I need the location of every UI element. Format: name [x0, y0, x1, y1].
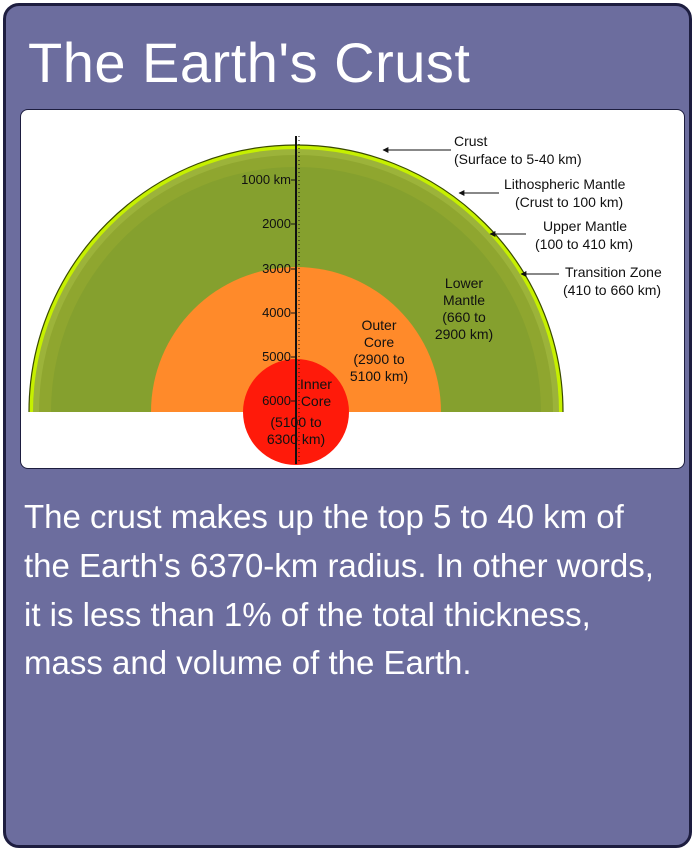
depth-tick-label: 6000 [262, 393, 291, 408]
crust-label: Crust [454, 133, 488, 149]
outer-core-range-label: 5100 km) [350, 368, 408, 384]
description-text: The crust makes up the top 5 to 40 km of… [24, 498, 654, 682]
depth-tick-label: 2000 [262, 216, 291, 231]
outer-core-label: Core [364, 334, 395, 350]
earth-layers-diagram: 1000 km 2000 3000 4000 5000 6000 Crust (… [28, 133, 662, 465]
depth-tick-label: 3000 [262, 261, 291, 276]
depth-tick-label: 5000 [262, 349, 291, 364]
inner-core-label: Inner [300, 376, 332, 392]
lower-mantle-range-label: 2900 km) [435, 326, 493, 342]
page-title: The Earth's Crust [28, 31, 471, 94]
upper-mantle-label: Upper Mantle [543, 218, 627, 234]
crust-range-label: (Surface to 5-40 km) [454, 151, 582, 167]
upper-mantle-range-label: (100 to 410 km) [535, 236, 633, 252]
depth-tick-label: 4000 [262, 305, 291, 320]
depth-ticks: 1000 km 2000 3000 4000 5000 6000 [241, 172, 296, 408]
lithospheric-mantle-range-label: (Crust to 100 km) [515, 194, 623, 210]
inner-core-range-label: 6300 km) [267, 431, 325, 447]
diagram-panel: 1000 km 2000 3000 4000 5000 6000 Crust (… [20, 109, 685, 469]
transition-zone-label: Transition Zone [565, 264, 662, 280]
outer-core-range-label: (2900 to [353, 351, 405, 367]
transition-zone-range-label: (410 to 660 km) [563, 282, 661, 298]
lower-mantle-label: Mantle [443, 292, 485, 308]
inner-core-range-label: (5100 to [270, 414, 322, 430]
lower-mantle-label: Lower [445, 275, 483, 291]
lower-mantle-range-label: (660 to [442, 309, 486, 325]
inner-core-label: Core [301, 393, 332, 409]
outer-core-label: Outer [361, 317, 396, 333]
info-card: The Earth's Crust [3, 3, 692, 848]
depth-tick-label: 1000 km [241, 172, 291, 187]
lithospheric-mantle-label: Lithospheric Mantle [504, 176, 626, 192]
